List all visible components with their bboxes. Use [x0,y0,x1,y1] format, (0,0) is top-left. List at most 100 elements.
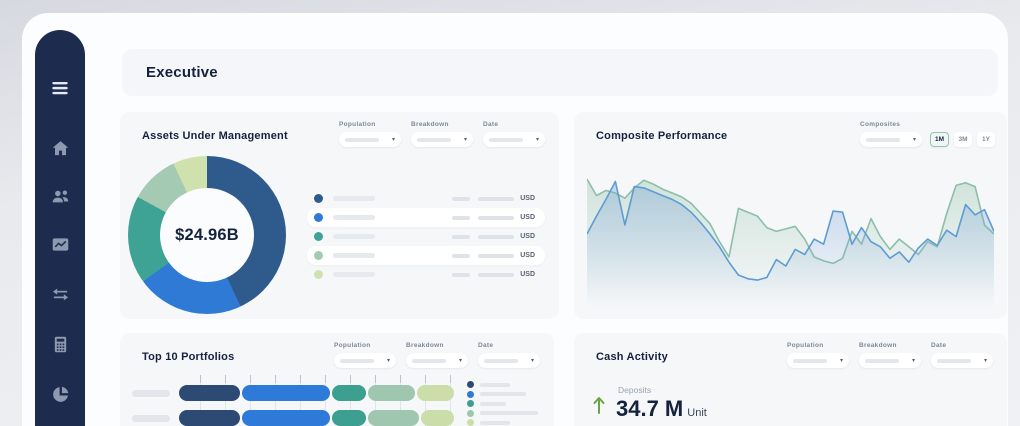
filter-population: Population ▾ [787,342,849,368]
legend-label-placeholder [480,392,526,397]
portfolio-row-label [132,415,170,422]
placeholder-bar [345,137,379,142]
composite-line-chart[interactable] [586,156,995,306]
composite-filters: Composites ▾ [859,121,922,147]
bar-segment[interactable] [332,410,366,426]
filter-dropdown-breakdown[interactable]: ▾ [406,353,468,368]
composite-line [586,180,995,281]
grid-tick [250,375,251,383]
placeholder-bar [417,137,451,142]
sidebar-item-performance[interactable] [35,230,85,258]
chevron-down-icon: ▾ [386,357,390,364]
value-placeholder-small [452,234,471,239]
composite-area [587,181,994,306]
filter-label-breakdown: Breakdown [859,342,897,349]
card-title: Assets Under Management [142,130,288,142]
chart-icon [52,237,68,251]
range-button-3m[interactable]: 3M [954,132,972,147]
sidebar-item-calculator[interactable] [35,330,85,358]
sidebar-item-clients[interactable] [35,182,85,210]
legend-dot-icon [467,419,474,426]
currency-label: USD [520,195,535,202]
sidebar [35,30,85,426]
filter-dropdown-date[interactable]: ▾ [478,353,540,368]
bar-segment[interactable] [332,385,366,401]
filter-dropdown-population[interactable]: ▾ [334,353,396,368]
bar-segment[interactable] [242,410,330,426]
bar-segment[interactable] [368,385,415,401]
donut-hole: $24.96B [160,188,254,282]
filter-dropdown-population[interactable]: ▾ [339,132,401,147]
page-header: Executive [122,49,998,96]
metric-label: Deposits [618,385,652,395]
filter-date: Date ▾ [483,121,545,147]
aum-list-row-5[interactable]: USD [307,265,545,284]
legend-dot-icon [467,381,474,388]
chevron-down-icon: ▾ [535,136,539,143]
chevron-down-icon: ▾ [391,136,395,143]
sidebar-item-transactions[interactable] [35,280,85,308]
filter-dropdown-composites[interactable]: ▾ [859,132,922,147]
chevron-down-icon: ▾ [530,357,534,364]
legend-dot-icon [314,251,323,260]
bar-segment[interactable] [242,385,330,401]
donut-center-value: $24.96B [175,225,239,244]
grid-tick [425,375,426,383]
aum-breakdown-list: USD USD USD USD USD [307,189,545,284]
filter-label-breakdown: Breakdown [406,342,444,349]
aum-donut-chart[interactable]: $24.96B [128,156,286,314]
range-button-1m[interactable]: 1M [929,132,949,147]
range-button-1y[interactable]: 1Y [977,132,995,147]
filter-dropdown-date[interactable]: ▾ [483,132,545,147]
filter-label-population: Population [334,342,371,349]
filter-label-date: Date [478,342,494,349]
filter-label-breakdown: Breakdown [411,121,449,128]
grid-tick [275,375,276,383]
aum-list-row-1[interactable]: USD [307,189,545,208]
filter-breakdown: Breakdown ▾ [406,342,468,368]
menu-icon [52,81,68,95]
filter-dropdown-population[interactable]: ▾ [787,353,849,368]
placeholder-bar [489,137,523,142]
grid-line [450,375,451,426]
filter-label-population: Population [787,342,824,349]
placeholder-bar [793,358,827,363]
up-arrow-icon [592,395,606,420]
menu-button[interactable] [35,74,85,102]
grid-tick [300,375,301,383]
page-title: Executive [146,64,218,81]
portfolios-filters: Population ▾ Breakdown ▾ Date ▾ [334,342,540,368]
pie-icon [52,386,68,402]
bar-segment[interactable] [421,410,454,426]
value-placeholder-small [452,272,471,277]
value-placeholder-large [478,272,515,277]
bar-segment[interactable] [179,410,240,426]
bar-segment[interactable] [417,385,454,401]
value-placeholder-large [478,215,515,220]
card-top-10-portfolios: Top 10 Portfolios Population ▾ Breakdown ▾ D… [120,333,554,426]
metric-number: 34.7 M [616,396,684,421]
bar-segment[interactable] [179,385,240,401]
filter-dropdown-breakdown[interactable]: ▾ [411,132,473,147]
card-assets-under-management: Assets Under Management Population ▾ Break… [120,112,559,319]
filter-label-date: Date [483,121,499,128]
filter-label-population: Population [339,121,376,128]
card-title: Composite Performance [596,130,728,142]
aum-list-row-2[interactable]: USD [307,208,545,227]
filter-breakdown: Breakdown ▾ [411,121,473,147]
aum-list-row-3[interactable]: USD [307,227,545,246]
filter-dropdown-date[interactable]: ▾ [931,353,993,368]
legend-dot-icon [314,194,323,203]
sidebar-item-allocation[interactable] [35,380,85,408]
bar-segment[interactable] [368,410,419,426]
aum-list-row-4[interactable]: USD [307,246,545,265]
chevron-down-icon: ▾ [912,136,916,143]
label-placeholder [333,272,375,277]
legend-label-placeholder [480,401,506,406]
filter-dropdown-breakdown[interactable]: ▾ [859,353,921,368]
value-placeholder-small [452,215,471,220]
filter-breakdown: Breakdown ▾ [859,342,921,368]
sidebar-item-home[interactable] [35,134,85,162]
value-placeholder-small [452,253,471,258]
